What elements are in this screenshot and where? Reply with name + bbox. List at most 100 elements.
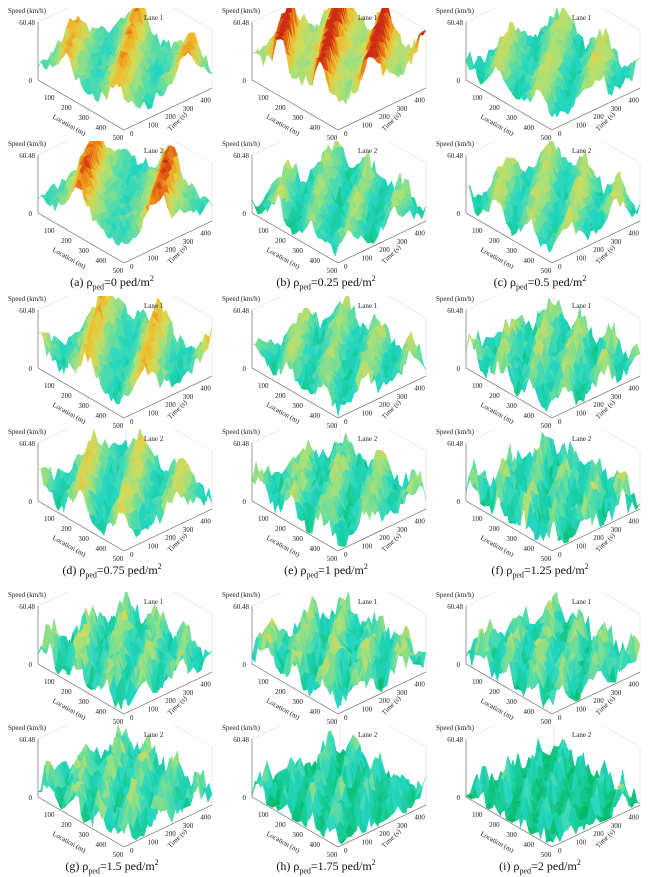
caption-value: =0 ped/m <box>104 275 150 289</box>
lane-title: Lane 1 <box>144 598 164 606</box>
y-tick-label: 0 <box>344 130 348 138</box>
x-tick-label: 100 <box>258 227 269 235</box>
z-axis-label: Speed (km/h) <box>222 296 261 303</box>
caption-label: (c) <box>493 275 510 289</box>
surface-c-2 <box>465 112 641 264</box>
panel-c-lane-1: 0 60.48 Speed (km/h) 100 200 300 400 500 Locatio… <box>434 0 651 142</box>
panel-caption-b: (b) ρped=0.25 ped/m2 <box>220 274 432 291</box>
panel-i-lane-1: 0 60.48 Speed (km/h) 100 200 300 400 500 Locatio… <box>434 563 651 726</box>
x-tick-label: 400 <box>310 545 321 553</box>
panel-b-lane-1: 0 60.48 Speed (km/h) 100 200 300 400 500 Locatio… <box>220 0 443 142</box>
lane-title: Lane 1 <box>358 598 378 606</box>
y-tick-label: 200 <box>379 830 390 838</box>
y-tick-label: 0 <box>344 551 348 559</box>
y-tick-label: 100 <box>576 410 587 418</box>
y-tick-label: 300 <box>183 238 194 246</box>
caption-subscript: ped <box>519 866 532 876</box>
y-tick-label: 300 <box>611 822 622 830</box>
x-tick-label: 100 <box>472 227 483 235</box>
y-tick-label: 200 <box>165 534 176 542</box>
x-tick-label: 300 <box>292 831 303 839</box>
caption-rho: ρ <box>293 275 300 289</box>
y-tick-label: 300 <box>397 689 408 697</box>
z-tick-zero: 0 <box>243 661 247 669</box>
x-tick-label: 200 <box>489 104 500 112</box>
y-tick-label: 100 <box>362 706 373 714</box>
axes <box>37 22 213 131</box>
x-tick-label: 400 <box>524 841 535 849</box>
x-tick-label: 400 <box>96 124 107 132</box>
caption-value: =0.75 ped/m <box>96 563 158 577</box>
surface-e-2 <box>251 400 427 552</box>
y-tick-label: 0 <box>130 714 134 722</box>
axes <box>251 310 427 419</box>
surface-e-1 <box>251 267 427 419</box>
axes <box>465 443 641 552</box>
y-tick-label: 100 <box>148 255 159 263</box>
z-axis-label: Speed (km/h) <box>436 592 475 599</box>
y-tick-label: 0 <box>130 847 134 855</box>
y-tick-label: 400 <box>628 229 639 237</box>
x-tick-label: 100 <box>44 227 55 235</box>
z-tick-top: 60.48 <box>19 307 35 315</box>
x-tick-label: 200 <box>275 104 286 112</box>
x-tick-label: 300 <box>506 114 517 122</box>
z-tick-zero: 0 <box>243 210 247 218</box>
caption-subscript: ped <box>85 570 97 580</box>
axes <box>251 443 427 552</box>
x-tick-label: 200 <box>275 821 286 829</box>
y-tick-label: 200 <box>593 246 604 254</box>
x-tick-label: 500 <box>541 851 552 858</box>
y-tick-label: 200 <box>165 697 176 705</box>
y-tick-label: 400 <box>200 813 211 821</box>
z-axis-label: Speed (km/h) <box>8 725 47 732</box>
y-tick-label: 0 <box>130 263 134 271</box>
caption-superscript: 2 <box>584 562 589 571</box>
x-tick-label: 200 <box>489 821 500 829</box>
surface-b-2 <box>251 112 427 264</box>
caption-superscript: 2 <box>371 858 376 867</box>
axes <box>37 155 213 264</box>
x-tick-label: 400 <box>310 708 321 716</box>
caption-superscript: 2 <box>157 562 162 571</box>
z-axis-label: Speed (km/h) <box>436 296 475 303</box>
axes <box>251 22 427 131</box>
y-tick-label: 400 <box>628 517 639 525</box>
y-tick-label: 0 <box>558 551 562 559</box>
caption-subscript: ped <box>299 866 311 876</box>
z-tick-zero: 0 <box>457 498 461 506</box>
x-tick-label: 500 <box>113 422 124 429</box>
caption-value: =0.25 ped/m <box>310 275 372 289</box>
caption-value: =1.25 ped/m <box>523 563 585 577</box>
z-axis-label: Speed (km/h) <box>8 592 47 599</box>
x-tick-label: 100 <box>258 811 269 819</box>
x-tick-label: 200 <box>61 688 72 696</box>
axes <box>251 739 427 848</box>
z-tick-top: 60.48 <box>19 736 35 744</box>
panel-a-lane-1: 0 60.48 Speed (km/h) 100 200 300 400 500 Locatio… <box>6 0 229 142</box>
z-tick-top: 60.48 <box>19 19 35 27</box>
panel-d-lane-2: 0 60.48 Speed (km/h) 100 200 300 400 500 Locatio… <box>6 400 229 563</box>
y-tick-label: 100 <box>576 839 587 847</box>
x-tick-label: 400 <box>524 124 535 132</box>
z-tick-top: 60.48 <box>447 19 463 27</box>
x-tick-label: 100 <box>44 811 55 819</box>
x-tick-label: 200 <box>489 688 500 696</box>
x-tick-label: 500 <box>327 851 338 858</box>
x-tick-label: 500 <box>541 422 552 429</box>
z-axis-label: Speed (km/h) <box>436 429 475 436</box>
z-tick-top: 60.48 <box>447 603 463 611</box>
caption-label: (b) <box>276 275 294 289</box>
axes <box>37 443 213 552</box>
y-tick-label: 200 <box>165 246 176 254</box>
y-tick-label: 0 <box>558 263 562 271</box>
surface-d-2 <box>37 400 213 552</box>
caption-superscript: 2 <box>582 274 587 283</box>
x-tick-label: 400 <box>96 545 107 553</box>
